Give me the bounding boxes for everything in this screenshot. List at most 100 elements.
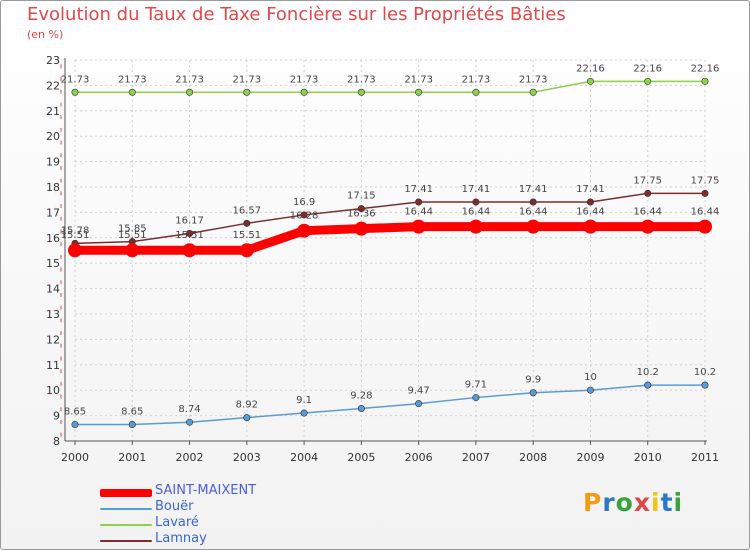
y-tick-label: 17 (46, 206, 60, 219)
y-tick-label: 23 (46, 54, 60, 67)
data-label: 15.78 (61, 225, 90, 236)
data-point (701, 77, 709, 85)
data-point (586, 198, 594, 206)
data-label: 8.74 (178, 404, 200, 415)
data-label: 21.73 (61, 74, 90, 85)
data-point (415, 88, 423, 96)
data-point (186, 418, 194, 426)
data-label: 15.85 (118, 224, 147, 235)
data-label: 15.51 (175, 230, 204, 241)
data-label: 10.2 (694, 367, 716, 378)
data-labels: 8.65 8.65 8.74 8.92 9.1 9.28 9.47 9.71 9.9 10 10.2… (61, 63, 720, 417)
x-tick-label: 2004 (290, 451, 318, 464)
legend-swatch (100, 524, 152, 526)
data-label: 10.2 (637, 367, 659, 378)
data-point (243, 219, 251, 227)
data-point (68, 243, 82, 258)
data-label: 9.47 (408, 386, 430, 397)
x-tick-label: 2010 (634, 451, 662, 464)
data-label: 16.44 (519, 207, 548, 218)
data-label: 22.16 (576, 63, 605, 74)
data-label: 16.44 (691, 207, 720, 218)
data-label: 17.41 (404, 184, 433, 195)
data-label: 17.41 (519, 184, 548, 195)
y-tick-label: 16 (46, 232, 60, 245)
data-label: 22.16 (633, 63, 662, 74)
data-label: 17.15 (347, 191, 376, 202)
data-point (472, 88, 480, 96)
data-label: 16.44 (462, 207, 491, 218)
data-point (644, 381, 652, 389)
data-point (698, 219, 712, 234)
data-point (586, 77, 594, 85)
data-point (701, 381, 709, 389)
data-point (586, 386, 594, 394)
data-point (243, 88, 251, 96)
data-label: 16.36 (347, 209, 376, 220)
data-point (701, 189, 709, 197)
series-line-1 (74, 384, 706, 426)
data-point (472, 394, 480, 402)
data-label: 22.16 (691, 63, 720, 74)
data-label: 16.9 (293, 197, 315, 208)
legend-label: Lamnay (155, 531, 207, 546)
y-tick-label: 9 (53, 410, 60, 423)
y-tick-label: 12 (46, 333, 60, 346)
data-label: 17.75 (691, 175, 720, 186)
legend-label: SAINT-MAIXENT (155, 483, 257, 498)
logo-letter: i (673, 488, 684, 517)
data-label: 21.73 (462, 74, 491, 85)
y-tick-label: 13 (46, 308, 60, 321)
proxiti-logo: Proxiti (583, 488, 683, 517)
data-label: 21.73 (175, 74, 204, 85)
unit-label: (en %) (27, 28, 64, 41)
data-label: 15.51 (61, 230, 90, 241)
chart-title: Evolution du Taux de Taxe Foncière sur l… (27, 4, 566, 25)
data-label: 8.92 (236, 400, 258, 411)
data-point (300, 409, 308, 417)
series-line-2 (74, 80, 706, 94)
y-tick-label: 11 (46, 359, 60, 372)
data-point (529, 389, 537, 397)
series-line-3 (74, 192, 706, 245)
data-point (128, 420, 136, 428)
data-label: 21.73 (347, 74, 376, 85)
data-point (415, 400, 423, 408)
data-point (354, 221, 369, 236)
y-tick-label: 19 (46, 156, 60, 169)
data-label: 9.71 (465, 380, 487, 391)
data-label: 21.73 (404, 74, 433, 85)
series-line-0 (70, 222, 710, 255)
y-tick-label: 15 (46, 257, 60, 270)
x-tick-label: 2009 (576, 451, 604, 464)
data-label: 15.51 (118, 230, 147, 241)
y-tick-label: 20 (46, 130, 60, 143)
data-label: 16.28 (290, 211, 319, 222)
axes: 8 9 10 11 12 13 14 15 16 17 18 19 20 21 22 23 2000 2001 20… (46, 54, 719, 464)
x-tick-label: 2000 (61, 451, 89, 464)
data-point (243, 414, 251, 422)
y-tick-label: 18 (46, 181, 60, 194)
x-tick-label: 2007 (462, 451, 490, 464)
data-label: 9.1 (296, 395, 312, 406)
data-label: 21.73 (232, 74, 261, 85)
legend-swatch (100, 489, 152, 497)
y-tick-label: 21 (46, 105, 60, 118)
data-point (357, 88, 365, 96)
x-tick-label: 2002 (176, 451, 204, 464)
data-label: 8.65 (64, 406, 86, 417)
data-point (71, 88, 79, 96)
data-point (529, 198, 537, 206)
y-tick-label: 10 (46, 384, 60, 397)
logo-letter: r (602, 488, 616, 517)
legend-swatch (100, 508, 152, 510)
data-point (239, 243, 254, 258)
logo-letter: o (615, 488, 634, 517)
data-point (297, 223, 312, 238)
logo-letter: P (583, 488, 603, 517)
data-point (644, 77, 652, 85)
data-point (640, 219, 655, 234)
data-point (526, 219, 541, 234)
data-label: 17.41 (576, 184, 605, 195)
y-tick-label: 14 (46, 283, 60, 296)
